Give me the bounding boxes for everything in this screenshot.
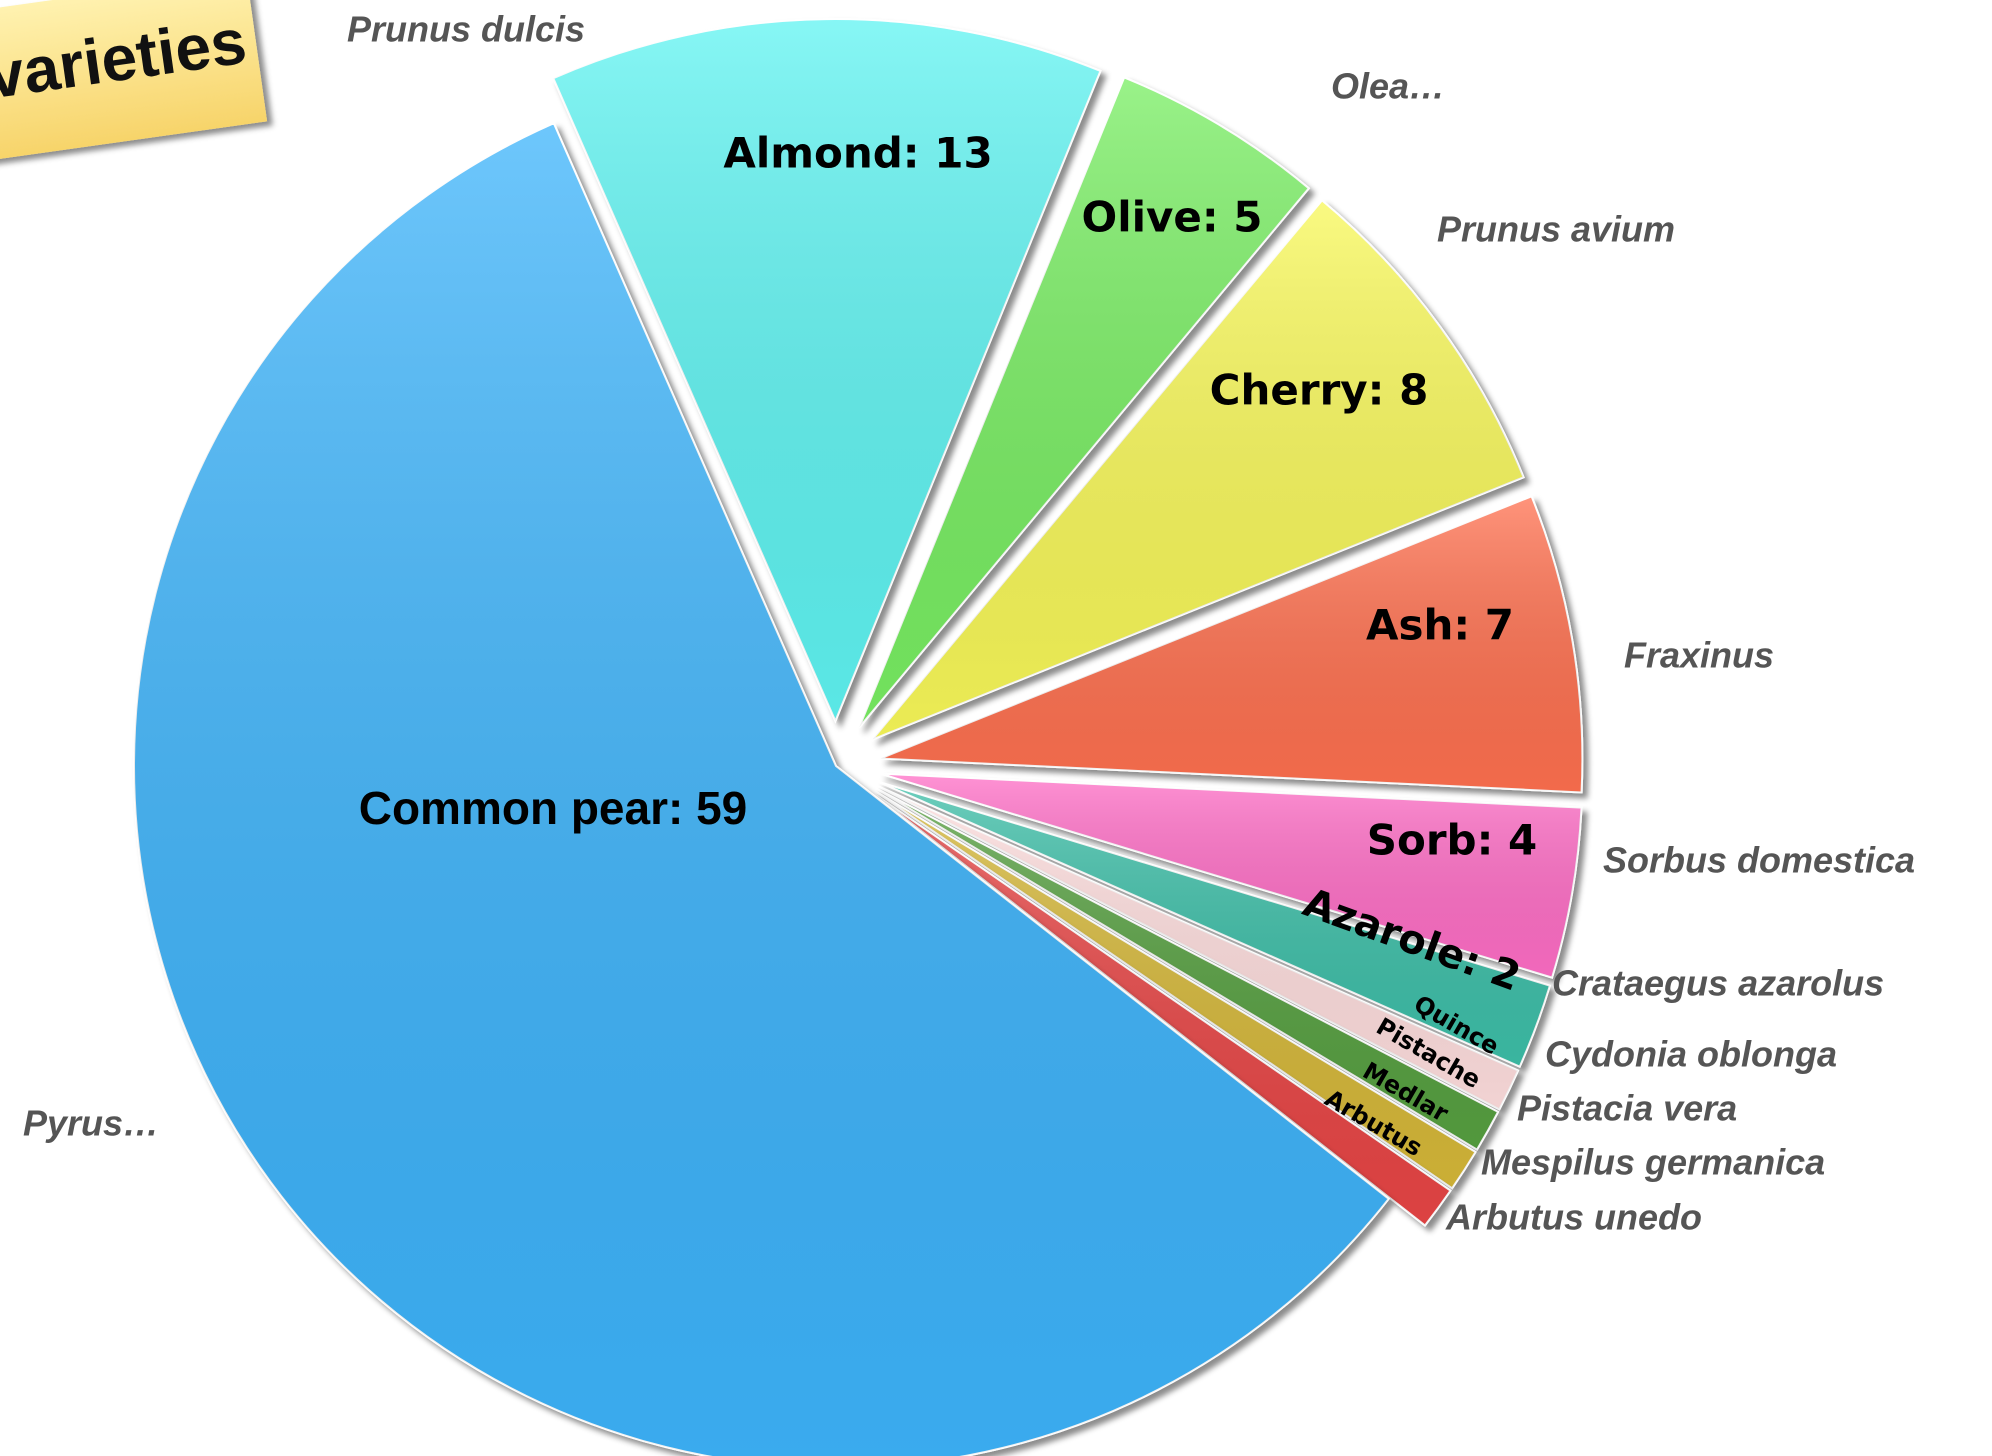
title-note: ovarieties (0, 0, 268, 164)
data-label: Almond: 13 (723, 129, 992, 178)
species-label: Pyrus… (23, 1103, 159, 1144)
species-label: Arbutus unedo (1445, 1197, 1702, 1238)
species-label: Prunus dulcis (347, 9, 585, 50)
data-label: Ash: 7 (1366, 601, 1514, 650)
species-label: Prunus avium (1437, 209, 1675, 250)
note-box (0, 0, 268, 164)
species-label: Fraxinus (1624, 635, 1774, 676)
data-label: Sorb: 4 (1367, 816, 1538, 865)
data-label: Cherry: 8 (1210, 366, 1429, 415)
data-label: Common pear: 59 (359, 782, 748, 834)
species-label: Olea… (1331, 66, 1445, 107)
species-label: Mespilus germanica (1481, 1142, 1825, 1183)
data-label: Olive: 5 (1081, 193, 1262, 242)
species-label: Sorbus domestica (1603, 840, 1915, 881)
species-label: Cydonia oblonga (1545, 1034, 1837, 1075)
species-label: Pistacia vera (1517, 1088, 1737, 1129)
species-label: Crataegus azarolus (1552, 963, 1884, 1004)
